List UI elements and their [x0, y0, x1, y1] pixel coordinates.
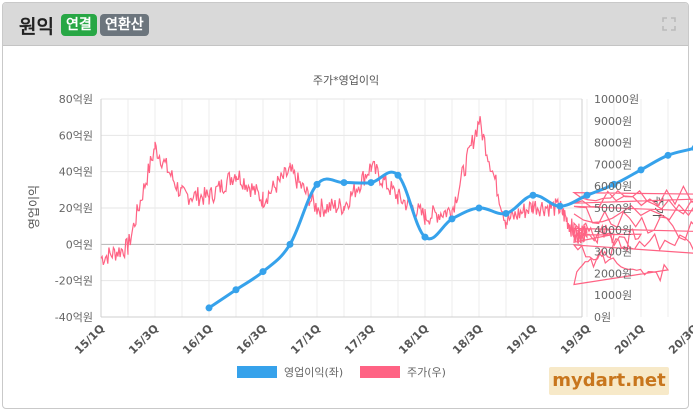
op-income-point: [367, 179, 375, 187]
op-income-point: [286, 240, 294, 248]
y-tick-left: -20억원: [55, 275, 93, 288]
annualized-badge[interactable]: 연환산: [100, 14, 149, 36]
y-tick-right: 9000원: [594, 115, 632, 128]
x-tick: 19/3Q: [558, 322, 593, 357]
y-tick-right: 0원: [594, 311, 611, 324]
x-tick: 20/1Q: [612, 322, 647, 357]
op-income-point: [340, 179, 348, 187]
x-tick: 17/3Q: [342, 322, 377, 357]
legend-label: 주가(우): [407, 366, 446, 379]
expand-icon[interactable]: [662, 17, 676, 31]
y-tick-right: 1000원: [594, 289, 632, 302]
op-income-point: [556, 202, 564, 210]
op-income-point: [259, 268, 267, 276]
x-tick: 20/3Q: [666, 322, 693, 357]
y-tick-left: -40억원: [55, 311, 93, 324]
op-income-point: [502, 209, 510, 217]
y-tick-left: 0억원: [66, 238, 93, 251]
x-tick: 16/3Q: [234, 322, 269, 357]
y-axis-left-label: 영업이익: [27, 185, 41, 229]
legend-swatch: [237, 366, 277, 378]
x-tick: 15/1Q: [72, 322, 107, 357]
x-tick: 19/1Q: [504, 322, 539, 357]
panel-header: 원익 연결 연환산: [3, 3, 688, 46]
y-tick-right: 5000원: [594, 202, 632, 215]
consolidated-badge[interactable]: 연결: [61, 14, 97, 36]
y-tick-right: 2000원: [594, 267, 632, 280]
x-tick: 18/1Q: [396, 322, 431, 357]
y-tick-right: 10000원: [594, 93, 639, 106]
op-income-point: [610, 180, 618, 188]
op-income-point: [205, 304, 213, 312]
y-tick-right: 8000원: [594, 137, 632, 150]
x-tick: 15/3Q: [126, 322, 161, 357]
y-tick-right: 6000원: [594, 180, 632, 193]
series-line-stock-price: [100, 116, 693, 286]
chart-title: 주가*영업이익: [313, 74, 379, 87]
op-income-point: [583, 191, 591, 199]
op-income-point: [421, 233, 429, 241]
company-title: 원익: [19, 16, 54, 38]
op-income-point: [529, 191, 537, 199]
legend-label: 영업이익(좌): [284, 366, 343, 379]
chart-panel: 원익 연결 연환산: [2, 2, 689, 409]
op-income-point: [232, 286, 240, 294]
y-tick-right: 4000원: [594, 224, 632, 237]
y-tick-right: 7000원: [594, 158, 632, 171]
y-tick-left: 80억원: [59, 93, 93, 106]
op-income-point: [664, 151, 672, 159]
op-income-point: [448, 215, 456, 223]
x-tick: 16/1Q: [180, 322, 215, 357]
y-tick-left: 60억원: [59, 129, 93, 142]
y-tick-right: 3000원: [594, 246, 632, 259]
legend-swatch: [360, 366, 400, 378]
watermark: mydart.net: [549, 367, 669, 395]
op-income-point: [475, 204, 483, 212]
op-income-point: [313, 180, 321, 188]
x-tick: 18/3Q: [450, 322, 485, 357]
op-income-point: [637, 166, 645, 174]
x-tick: 17/1Q: [288, 322, 323, 357]
y-tick-left: 20억원: [59, 202, 93, 215]
y-tick-left: 40억원: [59, 166, 93, 179]
op-income-point: [394, 171, 402, 179]
